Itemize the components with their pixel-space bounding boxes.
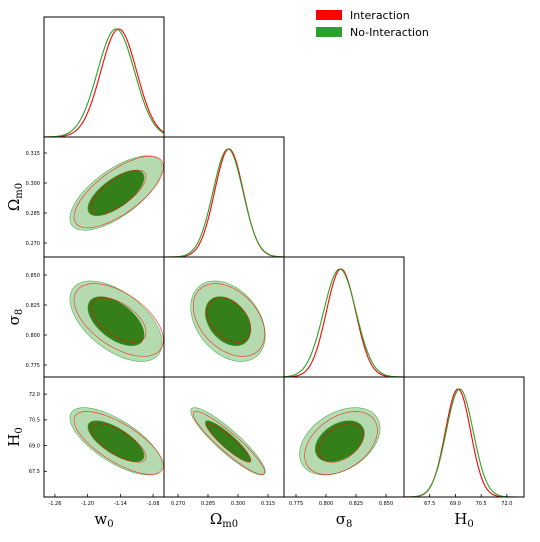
- ytick-label-2-2: 0.825: [26, 303, 40, 309]
- xtick-label-1-3: 0.315: [261, 501, 275, 507]
- xlabel-1: Ωm0: [210, 510, 238, 530]
- ylabel-1: Ωm0: [5, 183, 25, 211]
- marginal-curve-interaction-1: [164, 148, 284, 257]
- contour-1sigma-interaction-3-0: [91, 423, 147, 463]
- xtick-label-3-0: 67.5: [424, 501, 435, 507]
- xlabel-0: w0: [94, 510, 113, 530]
- xtick-label-0-1: -1.20: [81, 501, 94, 507]
- contour-1sigma-no-interaction-2-0: [87, 296, 145, 347]
- panel-1-1: [163, 136, 285, 258]
- panel-2-0: 0.775 0.800 0.825 0.850: [26, 256, 165, 378]
- xtick-label-2-2: 0.825: [349, 501, 363, 507]
- contour-1sigma-interaction-1-0: [91, 169, 147, 215]
- panel-frame-2-2: [283, 256, 405, 378]
- marginal-curve-no-interaction-2: [284, 268, 404, 377]
- ytick-label-1-2: 0.300: [26, 181, 40, 187]
- legend-swatch-interaction: [316, 10, 342, 20]
- xtick-label-3-1: 69.0: [450, 501, 461, 507]
- svg-text:σ8: σ8: [5, 309, 25, 326]
- xtick-label-1-1: 0.285: [201, 501, 215, 507]
- marginal-curve-no-interaction-3: [404, 388, 524, 497]
- xtick-label-1-0: 0.270: [171, 501, 185, 507]
- panel-0-0: [43, 16, 165, 138]
- panel-frame-3-3: [403, 376, 525, 498]
- xtick-label-0-0: -1.26: [48, 501, 61, 507]
- marginal-curve-interaction-2: [284, 268, 404, 377]
- xtick-label-3-2: 70.5: [476, 501, 487, 507]
- panel-frame-0-0: [43, 16, 165, 138]
- xtick-label-0-3: -1.08: [147, 501, 160, 507]
- ytick-label-1-0: 0.270: [26, 241, 40, 247]
- panel-2-2: [283, 256, 405, 378]
- panel-3-1: 0.270 0.285 0.300 0.315: [163, 376, 285, 507]
- ylabel-2: σ8: [5, 309, 25, 326]
- marginal-curve-no-interaction-1: [164, 148, 284, 257]
- marginal-curve-no-interaction-0: [44, 28, 164, 137]
- ytick-label-2-3: 0.850: [26, 273, 40, 279]
- marginal-curve-interaction-0: [44, 28, 164, 137]
- panel-3-0: 67.5 69.0 70.5 72.0 -1.26 -1.20 -1.14 -1.08: [29, 376, 165, 507]
- xtick-label-2-1: 0.800: [319, 501, 333, 507]
- contour-1sigma-interaction-2-1: [206, 297, 252, 343]
- legend-label-interaction: Interaction: [350, 9, 410, 22]
- contour-1sigma-interaction-2-0: [91, 297, 147, 343]
- panels: 0.270 0.285 0.300 0.315 0.775 0.800 0.825 0.850…: [5, 16, 525, 530]
- panel-1-0: 0.270 0.285 0.300 0.315: [26, 136, 165, 258]
- ytick-label-3-2: 70.5: [29, 418, 40, 424]
- panel-3-2: 0.775 0.800 0.825 0.850: [283, 376, 405, 507]
- xlabel-2: σ8: [336, 510, 353, 530]
- panel-3-3: 67.5 69.0 70.5 72.0: [403, 376, 525, 507]
- xtick-label-0-2: -1.14: [114, 501, 127, 507]
- svg-text:Ωm0: Ωm0: [5, 183, 25, 211]
- contour-1sigma-no-interaction-3-2: [314, 420, 365, 463]
- xtick-label-1-2: 0.300: [231, 501, 245, 507]
- panel-2-1: [163, 256, 285, 378]
- contour-1sigma-interaction-3-2: [318, 423, 364, 463]
- xtick-label-2-3: 0.850: [379, 501, 393, 507]
- contour-1sigma-interaction-3-1: [206, 423, 252, 463]
- ytick-label-3-0: 67.5: [29, 469, 40, 475]
- ytick-label-1-3: 0.315: [26, 151, 40, 157]
- legend: Interaction No-Interaction: [316, 9, 429, 39]
- svg-text:H0: H0: [5, 427, 25, 446]
- xtick-label-2-0: 0.775: [289, 501, 303, 507]
- ytick-label-1-1: 0.285: [26, 211, 40, 217]
- legend-swatch-no-interaction: [316, 27, 342, 37]
- ytick-label-3-1: 69.0: [29, 443, 40, 449]
- xlabel-3: H0: [454, 510, 473, 530]
- ylabel-3: H0: [5, 427, 25, 446]
- marginal-curve-interaction-3: [404, 388, 524, 497]
- ytick-label-3-3: 72.0: [29, 392, 40, 398]
- xtick-label-3-3: 72.0: [501, 501, 512, 507]
- ytick-label-2-0: 0.775: [26, 363, 40, 369]
- legend-label-no-interaction: No-Interaction: [350, 26, 429, 39]
- ytick-label-2-1: 0.800: [26, 333, 40, 339]
